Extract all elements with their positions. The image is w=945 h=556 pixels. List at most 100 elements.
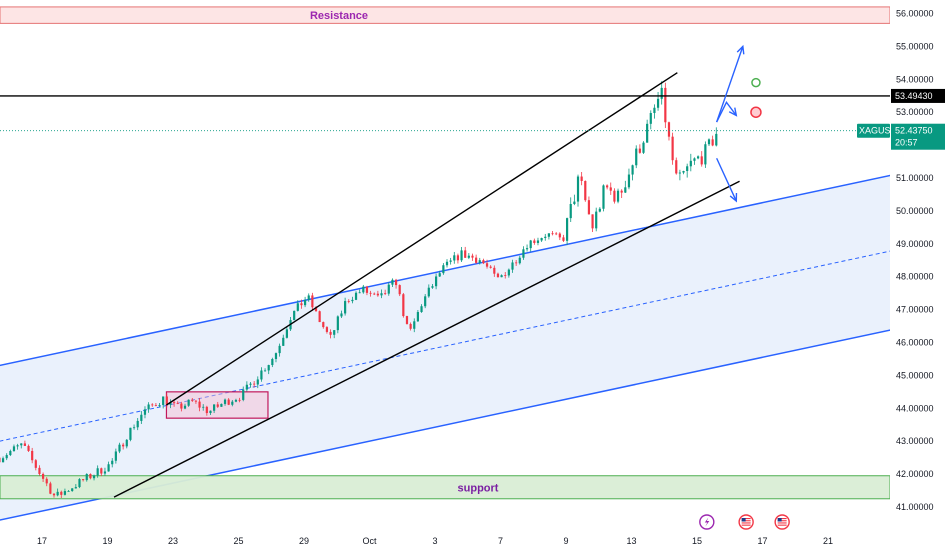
flag-stripe [741, 524, 751, 526]
time-tick-label: 17 [37, 536, 47, 546]
trend-upper-line [166, 72, 678, 406]
candle-body [322, 322, 325, 328]
candle-body [285, 329, 288, 338]
candle-body [180, 403, 183, 409]
candle-body [540, 237, 543, 241]
candle-body [114, 451, 117, 461]
candle-body [45, 478, 48, 484]
candle-body [620, 190, 623, 193]
candle-body [606, 185, 609, 188]
candle-body [616, 190, 620, 202]
time-tick-label: 17 [757, 536, 767, 546]
forecast-arrows [715, 44, 745, 203]
candle-body [154, 405, 157, 406]
candle-body [464, 250, 467, 258]
candle-body [125, 439, 128, 447]
candle-body [627, 174, 631, 188]
candle-body [704, 144, 707, 165]
candle-body [278, 345, 281, 354]
candle-body [682, 171, 685, 173]
last-price-text: 52.43750 [895, 126, 933, 136]
candle-body [511, 262, 514, 270]
candle-body [307, 295, 310, 300]
candle-body [394, 279, 398, 286]
channel-upper-line [0, 174, 890, 367]
candle-body [282, 337, 285, 346]
candle-body [696, 156, 700, 159]
price-tick-label: 43.00000 [896, 436, 934, 446]
candle-body [482, 260, 485, 264]
candle-body [227, 399, 230, 405]
candle-body [78, 479, 81, 488]
candle-body [213, 404, 216, 411]
candle-body [529, 240, 532, 249]
time-tick-label: 19 [102, 536, 112, 546]
candle-body [31, 450, 34, 461]
price-tick-label: 47.00000 [896, 305, 934, 315]
candle-body [525, 248, 529, 250]
price-zones: Resistance support [0, 6, 891, 500]
us-flag-icon[interactable] [774, 514, 790, 530]
candle-body [318, 311, 321, 323]
last-price-tag [891, 123, 945, 150]
candle-body [420, 306, 423, 313]
candle-body [242, 389, 245, 400]
flag-canton [777, 518, 782, 522]
candle-body [496, 273, 500, 278]
us-flag-icon[interactable] [738, 514, 754, 530]
flag-canton [741, 518, 746, 522]
price-tick-label: 46.00000 [896, 338, 934, 348]
candle-body [649, 113, 652, 124]
lightning-bolt [704, 517, 710, 527]
candle-body [413, 321, 416, 329]
candle-body [515, 262, 518, 264]
forecast-arrow-line [716, 100, 737, 123]
candle-body [271, 359, 274, 366]
candle-body [387, 284, 390, 294]
candle-body [380, 293, 383, 296]
red-circle-marker [750, 106, 762, 118]
candle-body [573, 201, 576, 204]
lightning-icon[interactable] [699, 514, 715, 530]
candle-body [172, 402, 176, 404]
price-tick-label: 48.00000 [896, 272, 934, 282]
candle-body [354, 292, 358, 300]
level-price-tag [891, 88, 945, 103]
candle-body [675, 160, 678, 174]
candle-body [344, 301, 347, 314]
candle-body [522, 249, 525, 258]
candle-body [49, 483, 52, 494]
candle-body [231, 401, 234, 405]
candle-body [602, 185, 605, 209]
candle-body [562, 237, 565, 241]
candle-body [664, 87, 667, 123]
symbol-tag [857, 123, 890, 138]
candle-body [296, 303, 299, 311]
candle-body [143, 409, 147, 415]
candle-body [653, 107, 656, 114]
black-trend-channel [113, 72, 740, 498]
candle-body [191, 399, 194, 401]
forecast-arrow-line [715, 46, 744, 123]
candle-body [369, 292, 372, 294]
flag-ring [774, 514, 790, 530]
candle-body [398, 285, 401, 295]
candle-body [223, 399, 227, 404]
candle-body [405, 316, 409, 324]
candle-body [52, 493, 56, 496]
candle-body [638, 148, 641, 153]
candle-body [263, 370, 267, 372]
candle-body [536, 240, 540, 243]
time-tick-label: 15 [692, 536, 702, 546]
support-label: support [458, 482, 499, 494]
flag-stripe [777, 520, 787, 522]
candle-body [267, 365, 270, 371]
candle-body [365, 286, 369, 293]
forecast-arrow-head [728, 107, 738, 117]
candle-body [555, 233, 558, 235]
candle-body [642, 142, 645, 153]
time-axis: 17 19 23 25 29 Oct 3 7 9 13 15 17 21 [0, 530, 945, 556]
flag-stripe [777, 522, 787, 524]
event-icons[interactable] [699, 514, 790, 530]
